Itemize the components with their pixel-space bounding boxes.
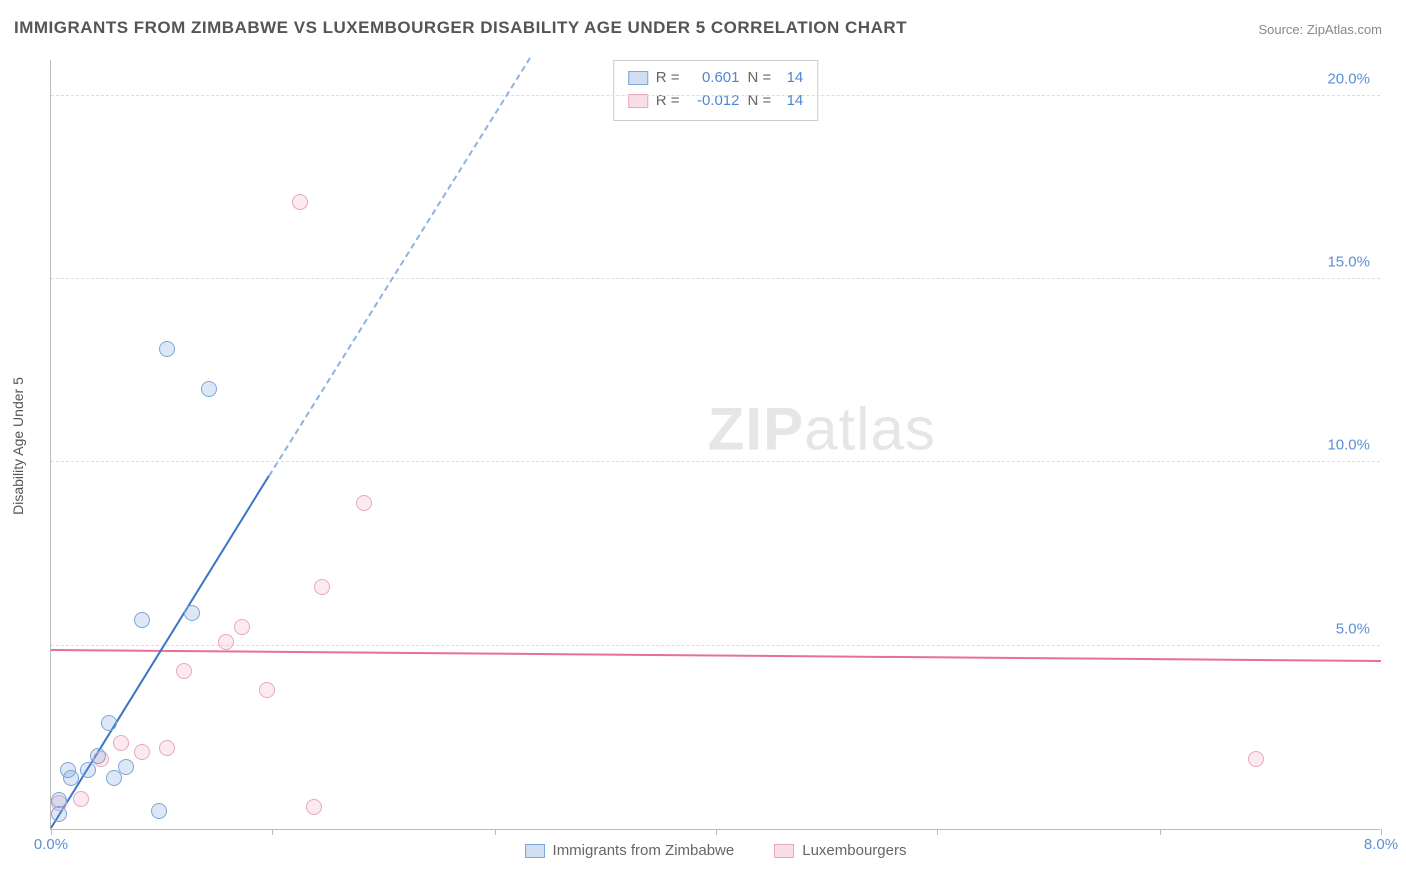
series-a-point xyxy=(51,792,67,808)
stat-legend-row: R = -0.012 N = 14 xyxy=(628,90,804,113)
gridline xyxy=(51,95,1380,96)
series-a-point xyxy=(101,715,117,731)
stat-r-label: R = xyxy=(656,90,680,113)
legend-label-b: Luxembourgers xyxy=(802,842,906,859)
swatch-blue-icon xyxy=(525,844,545,858)
series-a-point xyxy=(134,612,150,628)
series-b-point xyxy=(218,634,234,650)
chart-title: IMMIGRANTS FROM ZIMBABWE VS LUXEMBOURGER… xyxy=(14,18,907,38)
series-a-point xyxy=(184,605,200,621)
series-b-point xyxy=(176,663,192,679)
x-tick xyxy=(716,829,717,835)
series-b-point xyxy=(73,791,89,807)
series-b-point xyxy=(356,495,372,511)
chart-plot-area: ZIPatlas R = 0.601 N = 14 R = -0.012 N =… xyxy=(50,60,1380,830)
stat-legend-box: R = 0.601 N = 14 R = -0.012 N = 14 xyxy=(613,60,819,121)
legend-label-a: Immigrants from Zimbabwe xyxy=(553,842,735,859)
series-a-point xyxy=(159,341,175,357)
series-a-point xyxy=(90,748,106,764)
series-a-point xyxy=(151,803,167,819)
series-a-point xyxy=(118,759,134,775)
stat-legend-row: R = 0.601 N = 14 xyxy=(628,67,804,90)
x-tick xyxy=(937,829,938,835)
series-b-point xyxy=(314,579,330,595)
series-b-point xyxy=(113,735,129,751)
x-tick xyxy=(272,829,273,835)
series-b-point xyxy=(134,744,150,760)
x-tick-label-min: 0.0% xyxy=(34,836,68,853)
y-tick-label: 20.0% xyxy=(1327,70,1370,87)
y-axis-label: Disability Age Under 5 xyxy=(10,377,26,515)
x-tick xyxy=(1160,829,1161,835)
swatch-blue-icon xyxy=(628,71,648,85)
series-b-point xyxy=(159,740,175,756)
gridline xyxy=(51,278,1380,279)
watermark-atlas: atlas xyxy=(804,396,936,463)
series-b-point xyxy=(306,799,322,815)
watermark: ZIPatlas xyxy=(708,395,936,464)
series-b-point xyxy=(234,619,250,635)
stat-n-value: 14 xyxy=(779,67,803,90)
stat-r-label: R = xyxy=(656,67,680,90)
series-b-point xyxy=(259,682,275,698)
y-tick-label: 5.0% xyxy=(1336,620,1370,637)
stat-n-label: N = xyxy=(748,90,772,113)
swatch-pink-icon xyxy=(628,94,648,108)
stat-n-label: N = xyxy=(748,67,772,90)
series-a-point xyxy=(63,770,79,786)
watermark-zip: ZIP xyxy=(708,396,804,463)
legend-item-a: Immigrants from Zimbabwe xyxy=(525,842,735,859)
legend-item-b: Luxembourgers xyxy=(774,842,906,859)
gridline xyxy=(51,645,1380,646)
series-a-point xyxy=(51,806,67,822)
x-tick xyxy=(1381,829,1382,835)
trend-line-a-dash xyxy=(268,57,531,476)
source-label: Source: ZipAtlas.com xyxy=(1258,22,1382,37)
y-tick-label: 15.0% xyxy=(1327,254,1370,271)
x-tick xyxy=(495,829,496,835)
trend-line-b xyxy=(51,649,1381,662)
x-tick xyxy=(51,829,52,835)
x-tick-label-max: 8.0% xyxy=(1364,836,1398,853)
bottom-legend: Immigrants from Zimbabwe Luxembourgers xyxy=(525,842,907,859)
stat-r-value: -0.012 xyxy=(688,90,740,113)
series-a-point xyxy=(201,381,217,397)
series-b-point xyxy=(1248,751,1264,767)
gridline xyxy=(51,461,1380,462)
y-tick-label: 10.0% xyxy=(1327,437,1370,454)
series-a-point xyxy=(80,762,96,778)
swatch-pink-icon xyxy=(774,844,794,858)
stat-r-value: 0.601 xyxy=(688,67,740,90)
stat-n-value: 14 xyxy=(779,90,803,113)
series-b-point xyxy=(292,194,308,210)
